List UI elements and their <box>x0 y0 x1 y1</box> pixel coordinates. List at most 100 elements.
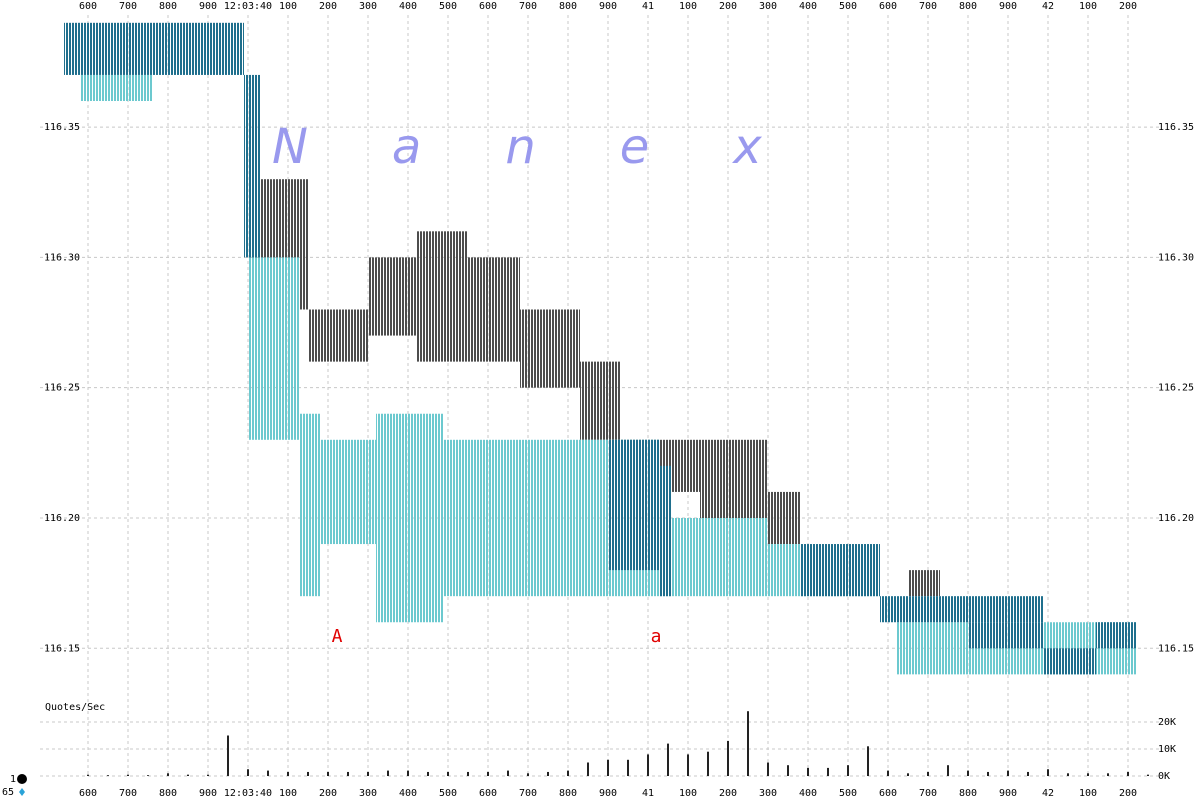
x-tick-label: 600 <box>79 788 97 799</box>
annotation: a <box>651 626 662 647</box>
x-tick-label: 200 <box>319 788 337 799</box>
y-tick-label: 10K <box>1158 744 1176 755</box>
x-tick-label: 41 <box>642 788 654 799</box>
x-tick-label: 800 <box>559 788 577 799</box>
price-range <box>520 309 580 388</box>
volume-bar <box>467 771 469 776</box>
price-range <box>64 22 244 75</box>
volume-bar <box>627 759 629 776</box>
price-range <box>248 257 300 440</box>
price-range <box>768 491 800 545</box>
price-range <box>300 413 320 597</box>
x-tick-label: 300 <box>759 1 777 12</box>
volume-bar <box>747 711 749 776</box>
volume-bar <box>987 771 989 776</box>
price-range <box>80 74 152 102</box>
x-tick-label: 800 <box>159 1 177 12</box>
volume-axis-label: Quotes/Sec <box>45 702 105 713</box>
x-tick-label: 12:03:40 <box>224 788 272 799</box>
price-range <box>908 570 940 597</box>
price-range <box>880 596 1044 623</box>
y-tick-label: 116.35 <box>1158 122 1194 133</box>
volume-bar <box>1107 773 1109 776</box>
y-tick-label: 20K <box>1158 717 1176 728</box>
volume-bar <box>1127 771 1129 776</box>
volume-bar <box>127 774 129 776</box>
volume-bar <box>307 771 309 776</box>
volume-bar <box>327 771 329 776</box>
x-tick-label: 200 <box>1119 1 1137 12</box>
x-tick-label: 42 <box>1042 1 1054 12</box>
volume-bar <box>367 771 369 776</box>
x-tick-label: 400 <box>399 788 417 799</box>
x-tick-label: 41 <box>642 1 654 12</box>
x-tick-label: 600 <box>879 1 897 12</box>
price-range <box>1044 648 1096 675</box>
x-tick-label: 12:03:40 <box>224 1 272 12</box>
volume-bar <box>207 774 209 776</box>
volume-bar <box>847 765 849 776</box>
y-tick-label: 116.25 <box>1158 383 1194 394</box>
legend-label: 1 <box>10 774 16 785</box>
volume-bar <box>1007 770 1009 776</box>
x-tick-label: 900 <box>199 788 217 799</box>
x-tick-label: 500 <box>839 788 857 799</box>
volume-bar <box>967 770 969 776</box>
x-tick-label: 700 <box>119 788 137 799</box>
legend-marker <box>19 788 25 796</box>
price-range <box>320 439 376 545</box>
price-range <box>376 413 444 623</box>
volume-bar <box>947 765 949 776</box>
y-tick-label: 116.25 <box>44 383 80 394</box>
x-tick-label: 900 <box>999 788 1017 799</box>
volume-bar <box>227 735 229 776</box>
x-tick-label: 42 <box>1042 788 1054 799</box>
volume-bar <box>727 740 729 776</box>
y-tick-label: 116.30 <box>1158 252 1194 263</box>
x-tick-label: 700 <box>519 1 537 12</box>
price-range <box>416 231 468 362</box>
volume-bar <box>567 770 569 776</box>
x-tick-label: 400 <box>799 788 817 799</box>
price-range <box>244 74 260 258</box>
x-tick-label: 900 <box>199 1 217 12</box>
price-range <box>660 517 768 597</box>
volume-bar <box>927 771 929 776</box>
x-tick-label: 800 <box>959 788 977 799</box>
price-range <box>308 309 368 362</box>
volume-bar <box>1087 773 1089 776</box>
volume-bar <box>267 770 269 776</box>
price-range <box>300 179 308 310</box>
volume-bar <box>767 762 769 776</box>
x-tick-label: 300 <box>359 1 377 12</box>
volume-bar <box>427 771 429 776</box>
volume-bar <box>87 774 89 776</box>
x-tick-label: 600 <box>479 1 497 12</box>
grid <box>40 15 1160 777</box>
x-tick-label: 800 <box>959 1 977 12</box>
volume-bar <box>107 775 109 776</box>
volume-bar <box>667 743 669 776</box>
annotation: A <box>332 626 343 647</box>
x-tick-label: 100 <box>1079 788 1097 799</box>
y-tick-label: 116.20 <box>44 513 80 524</box>
x-tick-label: 300 <box>359 788 377 799</box>
x-tick-label: 200 <box>319 1 337 12</box>
price-range <box>1096 622 1136 649</box>
x-tick-label: 100 <box>679 788 697 799</box>
volume-bar <box>607 759 609 776</box>
x-tick-label: 100 <box>1079 1 1097 12</box>
x-tick-label: 900 <box>599 788 617 799</box>
volume-bar <box>807 767 809 776</box>
x-tick-label: 900 <box>999 1 1017 12</box>
x-tick-label: 200 <box>719 788 737 799</box>
price-range <box>468 257 520 362</box>
price-range <box>700 439 768 518</box>
volume-bar <box>1067 773 1069 776</box>
y-tick-label: 116.15 <box>1158 643 1194 654</box>
price-range <box>368 257 416 336</box>
x-tick-label: 800 <box>559 1 577 12</box>
price-range <box>800 544 880 597</box>
x-tick-label: 700 <box>919 788 937 799</box>
